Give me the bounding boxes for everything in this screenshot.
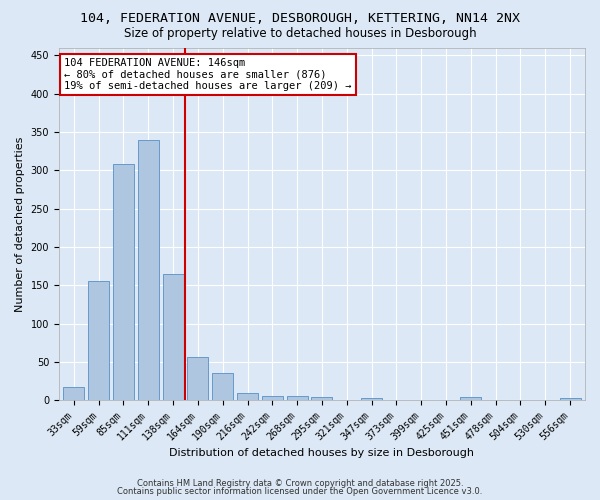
Bar: [237, 392, 258, 400]
Bar: [63, 387, 85, 400]
Bar: [262, 396, 283, 400]
Bar: [560, 398, 581, 400]
Text: Size of property relative to detached houses in Desborough: Size of property relative to detached ho…: [124, 28, 476, 40]
Bar: [137, 140, 159, 400]
Bar: [361, 398, 382, 400]
Bar: [311, 397, 332, 400]
Bar: [187, 356, 208, 400]
Text: 104 FEDERATION AVENUE: 146sqm
← 80% of detached houses are smaller (876)
19% of : 104 FEDERATION AVENUE: 146sqm ← 80% of d…: [64, 58, 352, 92]
Bar: [460, 397, 481, 400]
Bar: [163, 274, 184, 400]
X-axis label: Distribution of detached houses by size in Desborough: Distribution of detached houses by size …: [169, 448, 475, 458]
Bar: [113, 164, 134, 400]
Bar: [88, 282, 109, 400]
Y-axis label: Number of detached properties: Number of detached properties: [15, 136, 25, 312]
Bar: [212, 374, 233, 400]
Bar: [287, 396, 308, 400]
Text: Contains HM Land Registry data © Crown copyright and database right 2025.: Contains HM Land Registry data © Crown c…: [137, 478, 463, 488]
Text: 104, FEDERATION AVENUE, DESBOROUGH, KETTERING, NN14 2NX: 104, FEDERATION AVENUE, DESBOROUGH, KETT…: [80, 12, 520, 26]
Text: Contains public sector information licensed under the Open Government Licence v3: Contains public sector information licen…: [118, 487, 482, 496]
